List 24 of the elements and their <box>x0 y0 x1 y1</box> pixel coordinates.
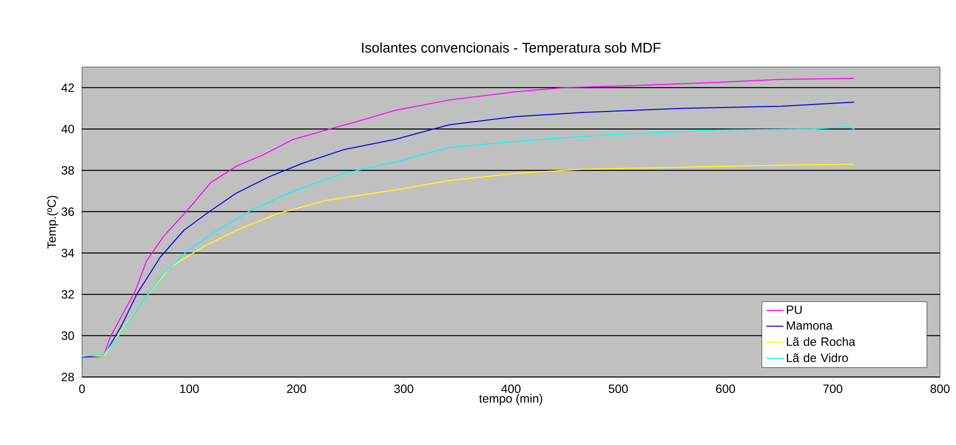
x-tick-label: 600 <box>716 384 736 394</box>
x-tick-label: 200 <box>287 384 306 394</box>
x-tick-label: 100 <box>180 384 199 394</box>
y-tick-label: 36 <box>62 207 74 216</box>
legend-label: PU <box>786 306 802 314</box>
y-tick-label: 34 <box>62 248 74 258</box>
x-tick-label: 800 <box>930 384 950 394</box>
y-tick-label: 38 <box>62 166 74 175</box>
legend-label: Lã de Rocha <box>786 337 856 346</box>
y-tick-label: 40 <box>61 124 74 134</box>
legend-label: Mamona <box>786 321 833 330</box>
y-tick-label: 32 <box>62 290 74 299</box>
y-tick-label: 42 <box>61 83 74 92</box>
y-axis-title: Temp.(ºC) <box>47 196 58 249</box>
legend-label: Lã de Vidro <box>786 353 848 362</box>
x-tick-label: 0 <box>79 384 85 394</box>
x-tick-label: 500 <box>608 384 628 394</box>
x-tick-label: 300 <box>394 384 414 394</box>
x-axis-title: tempo (min) <box>479 394 542 406</box>
x-tick-label: 700 <box>823 384 842 394</box>
x-tick-label: 400 <box>501 384 521 394</box>
chart-title: Isolantes convencionais - Temperatura sob MDF <box>362 42 661 56</box>
y-tick-label: 30 <box>62 331 74 340</box>
y-tick-label: 28 <box>62 372 74 382</box>
